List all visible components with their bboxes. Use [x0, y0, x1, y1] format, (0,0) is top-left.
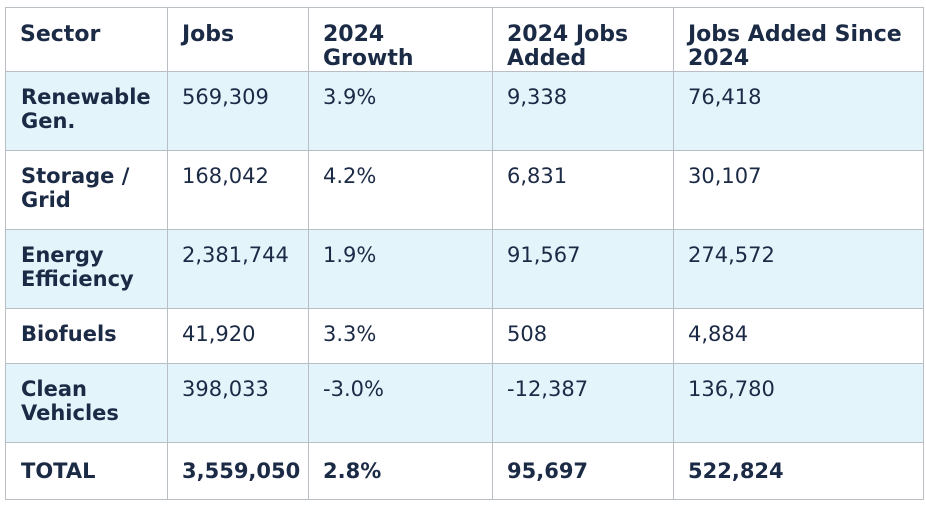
cell-growth: 3.9% — [308, 71, 493, 151]
cell-sector: Energy Efficiency — [5, 229, 168, 309]
table-row: Storage / Grid 168,042 4.2% 6,831 30,107 — [5, 150, 924, 230]
cell-jobs: 3,559,050 — [167, 442, 309, 500]
cell-sector: Storage / Grid — [5, 150, 168, 230]
cell-growth: 1.9% — [308, 229, 493, 309]
header-jobs: Jobs — [167, 7, 309, 72]
header-jobs-added: 2024 Jobs Added — [492, 7, 674, 72]
cell-growth: 4.2% — [308, 150, 493, 230]
cell-added: 91,567 — [492, 229, 674, 309]
cell-since: 522,824 — [673, 442, 924, 500]
cell-sector: Renewable Gen. — [5, 71, 168, 151]
cell-since: 76,418 — [673, 71, 924, 151]
table-row: Renewable Gen. 569,309 3.9% 9,338 76,418 — [5, 71, 924, 151]
cell-added: 9,338 — [492, 71, 674, 151]
header-jobs-added-since: Jobs Added Since 2024 — [673, 7, 924, 72]
header-sector: Sector — [5, 7, 168, 72]
cell-sector: Clean Vehicles — [5, 363, 168, 443]
jobs-table-container: Sector Jobs 2024 Growth 2024 Jobs Added … — [5, 7, 924, 500]
jobs-table: Sector Jobs 2024 Growth 2024 Jobs Added … — [5, 7, 924, 500]
cell-jobs: 398,033 — [167, 363, 309, 443]
cell-jobs: 168,042 — [167, 150, 309, 230]
table-row: Biofuels 41,920 3.3% 508 4,884 — [5, 308, 924, 364]
header-growth: 2024 Growth — [308, 7, 493, 72]
table-row: Energy Efficiency 2,381,744 1.9% 91,567 … — [5, 229, 924, 309]
cell-jobs: 2,381,744 — [167, 229, 309, 309]
table-row: Clean Vehicles 398,033 -3.0% -12,387 136… — [5, 363, 924, 443]
cell-since: 30,107 — [673, 150, 924, 230]
table-row-total: TOTAL 3,559,050 2.8% 95,697 522,824 — [5, 442, 924, 500]
cell-since: 274,572 — [673, 229, 924, 309]
cell-growth: 3.3% — [308, 308, 493, 364]
cell-added: 6,831 — [492, 150, 674, 230]
cell-growth: 2.8% — [308, 442, 493, 500]
cell-sector: Biofuels — [5, 308, 168, 364]
cell-growth: -3.0% — [308, 363, 493, 443]
cell-added: 508 — [492, 308, 674, 364]
cell-since: 136,780 — [673, 363, 924, 443]
cell-since: 4,884 — [673, 308, 924, 364]
table-header-row: Sector Jobs 2024 Growth 2024 Jobs Added … — [5, 7, 924, 72]
cell-sector: TOTAL — [5, 442, 168, 500]
cell-added: 95,697 — [492, 442, 674, 500]
cell-added: -12,387 — [492, 363, 674, 443]
cell-jobs: 41,920 — [167, 308, 309, 364]
cell-jobs: 569,309 — [167, 71, 309, 151]
